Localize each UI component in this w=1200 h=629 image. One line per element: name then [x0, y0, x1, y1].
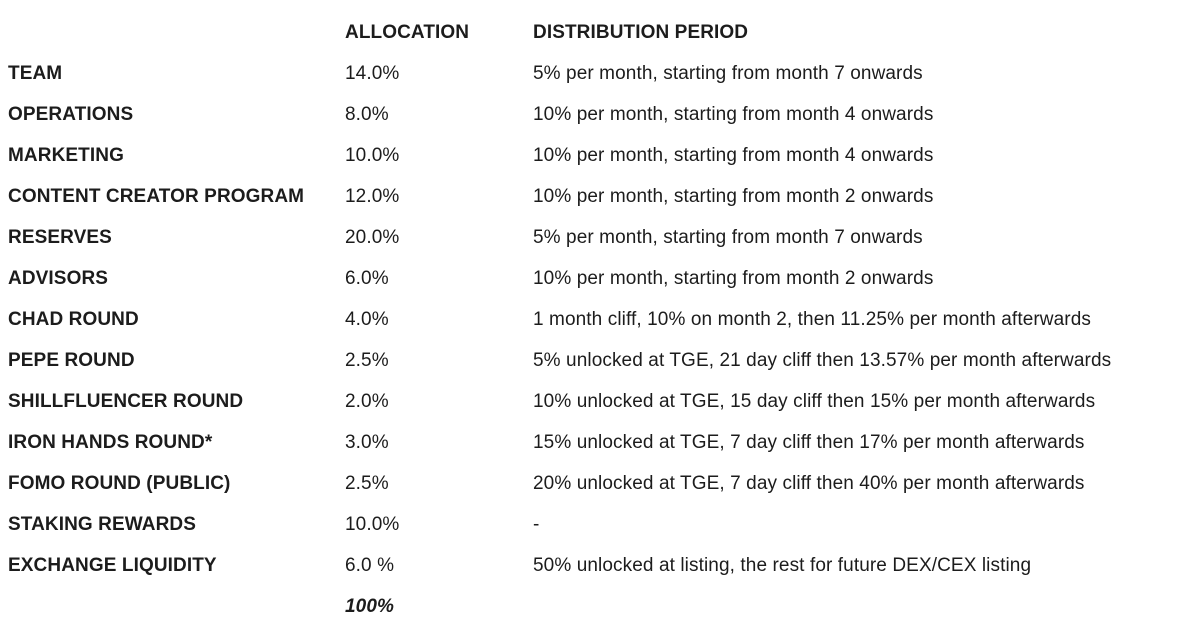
row-distribution: 10% per month, starting from month 4 onw… [533, 104, 934, 125]
row-name: RESERVES [8, 227, 112, 248]
row-distribution: 10% per month, starting from month 2 onw… [533, 186, 934, 207]
header-allocation: ALLOCATION [345, 22, 470, 43]
table-row: IRON HANDS ROUND* 3.0% 15% unlocked at T… [8, 422, 1200, 463]
row-allocation: 14.0% [345, 63, 400, 84]
row-allocation: 20.0% [345, 227, 400, 248]
row-name: MARKETING [8, 145, 124, 166]
row-allocation: 2.0% [345, 391, 389, 412]
row-allocation: 10.0% [345, 145, 400, 166]
table-body: TEAM 14.0% 5% per month, starting from m… [8, 53, 1200, 586]
table-row: PEPE ROUND 2.5% 5% unlocked at TGE, 21 d… [8, 340, 1200, 381]
table-row: OPERATIONS 8.0% 10% per month, starting … [8, 94, 1200, 135]
row-distribution: 15% unlocked at TGE, 7 day cliff then 17… [533, 432, 1085, 453]
row-name: ADVISORS [8, 268, 109, 289]
row-allocation: 2.5% [345, 473, 389, 494]
table-row: RESERVES 20.0% 5% per month, starting fr… [8, 217, 1200, 258]
row-name: IRON HANDS ROUND* [8, 432, 213, 453]
table-row: CONTENT CREATOR PROGRAM 12.0% 10% per mo… [8, 176, 1200, 217]
total-allocation: 100% [345, 596, 394, 617]
row-allocation: 2.5% [345, 350, 389, 371]
row-distribution: 5% per month, starting from month 7 onwa… [533, 227, 923, 248]
row-allocation: 4.0% [345, 309, 389, 330]
row-allocation: 6.0 % [345, 555, 395, 576]
row-name: CONTENT CREATOR PROGRAM [8, 186, 305, 207]
row-distribution: 1 month cliff, 10% on month 2, then 11.2… [533, 309, 1091, 330]
table-row: ADVISORS 6.0% 10% per month, starting fr… [8, 258, 1200, 299]
row-allocation: 12.0% [345, 186, 400, 207]
row-distribution: 10% per month, starting from month 4 onw… [533, 145, 934, 166]
table-row: CHAD ROUND 4.0% 1 month cliff, 10% on mo… [8, 299, 1200, 340]
row-allocation: 3.0% [345, 432, 389, 453]
row-name: EXCHANGE LIQUIDITY [8, 555, 217, 576]
row-name: SHILLFLUENCER ROUND [8, 391, 244, 412]
row-allocation: 6.0% [345, 268, 389, 289]
table-header-row: ALLOCATION DISTRIBUTION PERIOD [8, 12, 1200, 53]
table-total-row: 100% [8, 586, 1200, 627]
header-distribution-period: DISTRIBUTION PERIOD [533, 22, 749, 43]
row-name: CHAD ROUND [8, 309, 139, 330]
table-row: EXCHANGE LIQUIDITY 6.0 % 50% unlocked at… [8, 545, 1200, 586]
row-distribution: 10% per month, starting from month 2 onw… [533, 268, 934, 289]
table-row: STAKING REWARDS 10.0% - [8, 504, 1200, 545]
row-allocation: 10.0% [345, 514, 400, 535]
row-name: FOMO ROUND (PUBLIC) [8, 473, 231, 494]
row-distribution: 10% unlocked at TGE, 15 day cliff then 1… [533, 391, 1096, 412]
row-allocation: 8.0% [345, 104, 389, 125]
table-row: TEAM 14.0% 5% per month, starting from m… [8, 53, 1200, 94]
row-distribution: - [533, 514, 540, 535]
table-row: MARKETING 10.0% 10% per month, starting … [8, 135, 1200, 176]
row-name: TEAM [8, 63, 63, 84]
row-name: STAKING REWARDS [8, 514, 196, 535]
row-distribution: 5% per month, starting from month 7 onwa… [533, 63, 923, 84]
table-row: SHILLFLUENCER ROUND 2.0% 10% unlocked at… [8, 381, 1200, 422]
row-distribution: 20% unlocked at TGE, 7 day cliff then 40… [533, 473, 1085, 494]
table-row: FOMO ROUND (PUBLIC) 2.5% 20% unlocked at… [8, 463, 1200, 504]
row-name: OPERATIONS [8, 104, 134, 125]
row-distribution: 50% unlocked at listing, the rest for fu… [533, 555, 1032, 576]
row-name: PEPE ROUND [8, 350, 135, 371]
row-distribution: 5% unlocked at TGE, 21 day cliff then 13… [533, 350, 1112, 371]
